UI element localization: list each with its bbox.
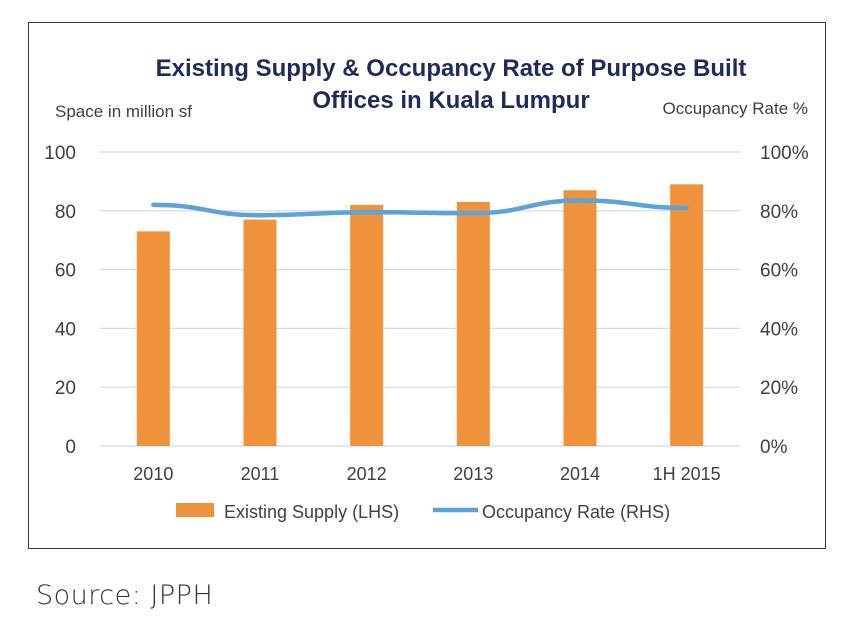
y-right-tick-label: 60% bbox=[760, 261, 798, 282]
y-left-tick-label: 60 bbox=[55, 261, 76, 282]
y-left-tick-label: 20 bbox=[55, 378, 76, 399]
x-tick-label: 2014 bbox=[560, 464, 600, 484]
x-tick-label: 2011 bbox=[241, 464, 280, 484]
chart-frame bbox=[28, 22, 826, 549]
x-tick-label: 2013 bbox=[453, 464, 493, 484]
bar bbox=[670, 184, 704, 446]
y-right-tick-label: 100% bbox=[760, 143, 809, 164]
x-tick-label: 2012 bbox=[347, 464, 387, 484]
series-line-occupancy-rate bbox=[151, 198, 689, 218]
y-left-tick-label: 80 bbox=[55, 202, 76, 223]
bar bbox=[563, 190, 597, 446]
y-right-tick-label: 20% bbox=[760, 378, 798, 399]
y-axis-right-label: Occupancy Rate % bbox=[662, 99, 808, 118]
legend-swatch-existing-supply bbox=[176, 503, 214, 517]
chart-title-line-2: Offices in Kuala Lumpur bbox=[312, 87, 589, 114]
x-tick-label: 2010 bbox=[133, 464, 173, 484]
bar bbox=[456, 201, 490, 446]
x-tick-label: 1H 2015 bbox=[653, 464, 721, 484]
y-left-tick-label: 0 bbox=[65, 437, 76, 458]
y-left-tick-label: 100 bbox=[44, 143, 76, 164]
y-right-tick-label: 40% bbox=[760, 319, 798, 340]
legend-label-existing-supply: Existing Supply (LHS) bbox=[224, 502, 399, 522]
y-right-tick-label: 80% bbox=[760, 202, 798, 223]
bar bbox=[136, 231, 170, 446]
bar bbox=[243, 219, 277, 446]
bar bbox=[350, 204, 384, 446]
y-left-tick-label: 40 bbox=[55, 319, 76, 340]
legend-label-occupancy-rate: Occupancy Rate (RHS) bbox=[482, 502, 670, 522]
y-axis-left-label: Space in million sf bbox=[55, 102, 192, 121]
source-note: Source: JPPH bbox=[36, 580, 214, 611]
y-right-tick-label: 0% bbox=[760, 437, 788, 458]
chart-title-line-1: Existing Supply & Occupancy Rate of Purp… bbox=[156, 55, 747, 82]
